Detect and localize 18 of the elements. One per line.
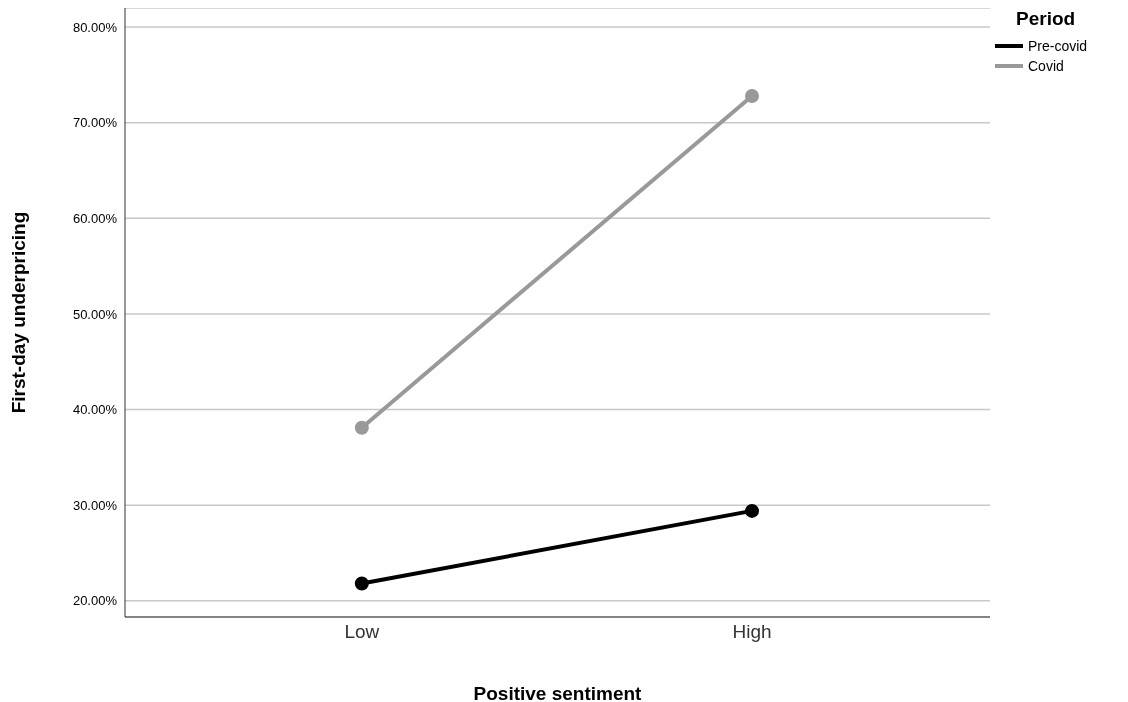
x-tick-label: Low: [344, 621, 380, 643]
x-tick-label: High: [732, 621, 772, 643]
legend-label: Pre-covid: [1028, 38, 1088, 54]
point: [745, 503, 759, 518]
point: [354, 576, 369, 591]
y-tick-label: 60.00%: [72, 210, 118, 226]
point: [745, 88, 759, 103]
x-axis-title: Positive sentiment: [473, 683, 643, 702]
y-tick-label: 40.00%: [72, 402, 118, 418]
y-tick-label: 80.00%: [72, 19, 118, 35]
y-tick-label: 50.00%: [72, 306, 118, 322]
point: [354, 420, 369, 435]
legend-label: Covid: [1028, 58, 1064, 74]
y-tick-label: 20.00%: [72, 593, 118, 609]
y-axis-title: First-day underpricing: [7, 211, 29, 414]
legend-title: Period: [1016, 8, 1077, 30]
y-tick-label: 30.00%: [72, 497, 118, 513]
y-tick-label: 70.00%: [72, 115, 118, 131]
